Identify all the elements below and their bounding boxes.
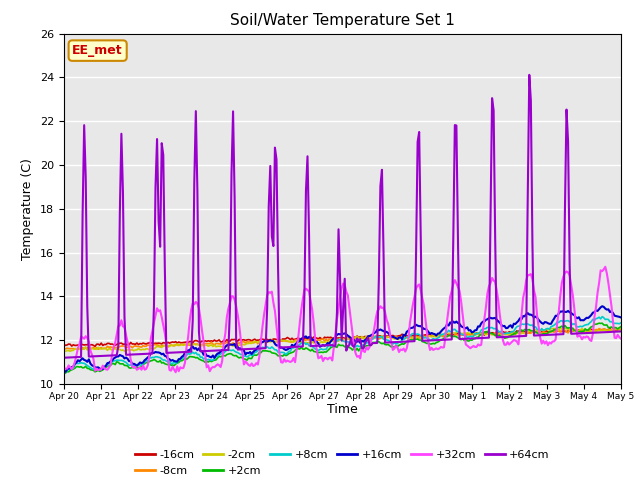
+8cm xyxy=(617,320,625,326)
Line: -8cm: -8cm xyxy=(64,329,621,349)
+32cm xyxy=(255,353,263,359)
+64cm xyxy=(60,355,68,360)
+16cm xyxy=(617,314,625,320)
-2cm xyxy=(129,347,136,352)
-8cm xyxy=(617,327,625,333)
Line: +2cm: +2cm xyxy=(64,323,621,374)
-16cm xyxy=(91,344,99,349)
-2cm xyxy=(60,348,68,354)
Line: -2cm: -2cm xyxy=(64,328,621,351)
Y-axis label: Temperature (C): Temperature (C) xyxy=(22,158,35,260)
+16cm xyxy=(60,368,68,374)
+64cm xyxy=(244,346,252,352)
+16cm xyxy=(130,361,138,367)
+32cm xyxy=(305,288,313,294)
-16cm xyxy=(60,342,68,348)
+2cm xyxy=(617,324,625,330)
+2cm xyxy=(586,325,594,331)
+8cm xyxy=(130,363,138,369)
+8cm xyxy=(588,319,595,324)
+32cm xyxy=(60,366,68,372)
+2cm xyxy=(254,351,262,357)
-8cm xyxy=(305,337,313,343)
-16cm xyxy=(246,337,254,343)
+8cm xyxy=(228,348,236,353)
Line: +8cm: +8cm xyxy=(64,317,621,372)
+8cm xyxy=(61,370,69,375)
+8cm xyxy=(305,343,313,348)
+2cm xyxy=(226,351,234,357)
-8cm xyxy=(588,328,595,334)
-8cm xyxy=(60,346,68,351)
Line: -16cm: -16cm xyxy=(64,329,621,347)
+32cm xyxy=(588,338,595,344)
-16cm xyxy=(305,336,313,342)
+64cm xyxy=(129,352,136,358)
+32cm xyxy=(602,264,609,270)
-16cm xyxy=(130,341,138,347)
+16cm xyxy=(255,343,263,349)
-16cm xyxy=(228,336,236,342)
+2cm xyxy=(598,320,606,326)
+64cm xyxy=(588,330,595,336)
+2cm xyxy=(303,346,311,352)
-16cm xyxy=(588,326,595,332)
+2cm xyxy=(129,364,136,370)
-8cm xyxy=(94,347,102,352)
+32cm xyxy=(129,364,136,370)
+64cm xyxy=(303,154,311,159)
Text: EE_met: EE_met xyxy=(72,44,123,57)
+64cm xyxy=(525,72,533,78)
-16cm xyxy=(606,326,614,332)
-8cm xyxy=(255,338,263,344)
+2cm xyxy=(60,371,68,377)
+64cm xyxy=(617,329,625,335)
-8cm xyxy=(595,326,603,332)
X-axis label: Time: Time xyxy=(327,403,358,417)
+8cm xyxy=(255,347,263,352)
-2cm xyxy=(226,342,234,348)
+32cm xyxy=(246,363,254,369)
-8cm xyxy=(246,339,254,345)
+16cm xyxy=(305,334,313,340)
Line: +64cm: +64cm xyxy=(64,75,621,358)
+16cm xyxy=(246,349,254,355)
+2cm xyxy=(244,355,252,361)
+8cm xyxy=(60,370,68,375)
+8cm xyxy=(598,314,606,320)
-8cm xyxy=(130,343,138,349)
-8cm xyxy=(228,342,236,348)
+16cm xyxy=(61,369,69,374)
+32cm xyxy=(617,336,625,341)
+32cm xyxy=(228,293,236,299)
+64cm xyxy=(254,346,262,351)
Line: +32cm: +32cm xyxy=(64,267,621,372)
Line: +16cm: +16cm xyxy=(64,306,621,372)
+8cm xyxy=(246,352,254,358)
-2cm xyxy=(586,328,594,334)
-2cm xyxy=(303,340,311,346)
-2cm xyxy=(617,325,625,331)
+16cm xyxy=(228,342,236,348)
Legend: -16cm, -8cm, -2cm, +2cm, +8cm, +16cm, +32cm, +64cm: -16cm, -8cm, -2cm, +2cm, +8cm, +16cm, +3… xyxy=(131,445,554,480)
-16cm xyxy=(617,326,625,332)
+16cm xyxy=(588,312,595,318)
-16cm xyxy=(255,337,263,343)
-2cm xyxy=(254,339,262,345)
Title: Soil/Water Temperature Set 1: Soil/Water Temperature Set 1 xyxy=(230,13,455,28)
+32cm xyxy=(172,369,179,375)
+16cm xyxy=(598,303,606,309)
+64cm xyxy=(226,305,234,311)
-2cm xyxy=(244,341,252,347)
